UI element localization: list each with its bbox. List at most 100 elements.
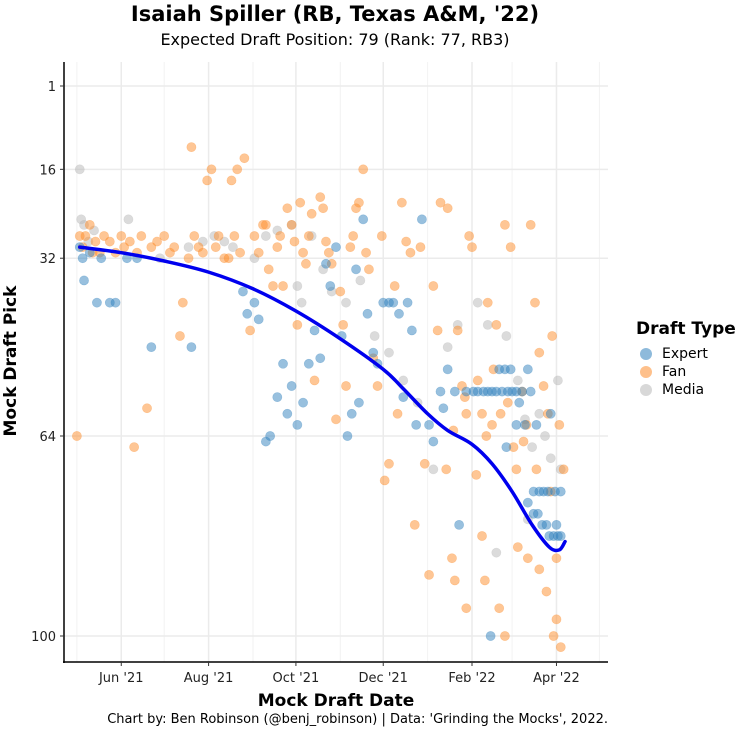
point-fan bbox=[502, 397, 513, 408]
point-expert bbox=[253, 314, 264, 325]
point-fan bbox=[282, 203, 293, 214]
point-expert bbox=[110, 297, 121, 308]
point-fan bbox=[318, 203, 329, 214]
point-expert bbox=[501, 442, 512, 453]
point-fan bbox=[531, 464, 542, 475]
point-expert bbox=[315, 353, 326, 364]
y-tick-label: 100 bbox=[31, 630, 56, 645]
point-fan bbox=[530, 297, 540, 308]
point-fan bbox=[554, 419, 565, 430]
point-fan bbox=[159, 231, 170, 241]
point-fan bbox=[71, 431, 82, 441]
point-expert bbox=[555, 531, 566, 541]
point-expert bbox=[354, 397, 364, 408]
x-tick-label: Feb '22 bbox=[448, 671, 495, 686]
y-tick-label: 64 bbox=[39, 430, 56, 445]
x-tick-label: Apr '22 bbox=[533, 671, 580, 686]
point-fan bbox=[286, 219, 297, 230]
legend-label-expert: Expert bbox=[662, 346, 708, 362]
point-expert bbox=[249, 297, 260, 308]
point-expert bbox=[406, 325, 417, 336]
point-fan bbox=[361, 247, 371, 258]
point-fan bbox=[84, 219, 95, 230]
point-media bbox=[428, 464, 439, 475]
point-expert bbox=[242, 308, 253, 319]
point-expert bbox=[541, 519, 552, 530]
point-fan bbox=[511, 464, 522, 475]
point-expert bbox=[368, 347, 379, 358]
point-fan bbox=[116, 231, 127, 241]
point-fan bbox=[338, 319, 349, 330]
point-fan bbox=[186, 142, 197, 153]
point-fan bbox=[424, 569, 434, 580]
point-expert bbox=[517, 386, 528, 397]
point-fan bbox=[124, 236, 135, 247]
point-expert bbox=[331, 242, 341, 253]
x-axis-label: Mock Draft Date bbox=[258, 691, 415, 711]
points-group bbox=[71, 142, 569, 653]
point-expert bbox=[442, 364, 453, 375]
point-fan bbox=[253, 247, 264, 258]
x-tick-label: Oct '21 bbox=[273, 671, 320, 686]
point-fan bbox=[461, 603, 472, 614]
point-fan bbox=[331, 414, 341, 425]
point-expert bbox=[265, 431, 276, 441]
chart-subtitle: Expected Draft Position: 79 (Rank: 77, R… bbox=[160, 30, 510, 49]
point-expert bbox=[79, 275, 89, 286]
legend-title: Draft Type bbox=[636, 319, 736, 339]
point-fan bbox=[189, 231, 200, 241]
point-expert bbox=[238, 286, 248, 297]
point-fan bbox=[538, 381, 549, 391]
point-fan bbox=[323, 247, 334, 258]
point-fan bbox=[306, 208, 317, 219]
point-expert bbox=[454, 519, 465, 530]
point-expert bbox=[92, 297, 102, 308]
point-expert bbox=[411, 419, 422, 430]
point-media bbox=[527, 442, 538, 453]
x-tick-label: Dec '21 bbox=[359, 671, 408, 686]
point-expert bbox=[321, 258, 331, 269]
point-expert bbox=[402, 297, 413, 308]
point-fan bbox=[405, 247, 416, 258]
point-fan bbox=[90, 236, 101, 247]
point-fan bbox=[348, 231, 359, 241]
point-fan bbox=[479, 575, 490, 586]
point-expert bbox=[505, 364, 516, 375]
point-fan bbox=[249, 231, 260, 241]
chart-caption: Chart by: Ben Robinson (@benj_robinson) … bbox=[107, 712, 608, 727]
point-fan bbox=[341, 381, 351, 391]
legend-label-media: Media bbox=[662, 382, 705, 398]
point-fan bbox=[401, 236, 412, 247]
chart-title: Isaiah Spiller (RB, Texas A&M, '22) bbox=[130, 2, 540, 26]
point-expert bbox=[388, 297, 399, 308]
point-fan bbox=[392, 408, 403, 419]
point-fan bbox=[551, 553, 562, 564]
x-tick-label: Aug '21 bbox=[184, 671, 234, 686]
point-expert bbox=[346, 408, 357, 419]
point-media bbox=[491, 547, 502, 558]
point-fan bbox=[487, 419, 497, 430]
point-expert bbox=[292, 419, 303, 430]
point-expert bbox=[96, 253, 107, 264]
point-fan bbox=[303, 231, 314, 241]
point-expert bbox=[522, 364, 533, 375]
point-expert bbox=[398, 392, 409, 403]
point-fan bbox=[512, 542, 523, 553]
point-fan bbox=[321, 236, 331, 247]
point-media bbox=[74, 164, 85, 175]
point-fan bbox=[500, 219, 510, 230]
point-fan bbox=[384, 458, 394, 469]
y-tick-label: 32 bbox=[39, 252, 56, 267]
point-expert bbox=[358, 214, 369, 225]
point-fan bbox=[129, 442, 140, 453]
point-fan bbox=[229, 231, 240, 241]
point-expert bbox=[362, 308, 373, 319]
point-fan bbox=[419, 458, 430, 469]
point-fan bbox=[239, 153, 250, 164]
point-fan bbox=[226, 175, 237, 186]
point-media bbox=[228, 242, 238, 253]
point-fan bbox=[541, 586, 552, 597]
point-expert bbox=[77, 253, 88, 264]
point-fan bbox=[396, 197, 407, 208]
point-fan bbox=[449, 575, 460, 586]
